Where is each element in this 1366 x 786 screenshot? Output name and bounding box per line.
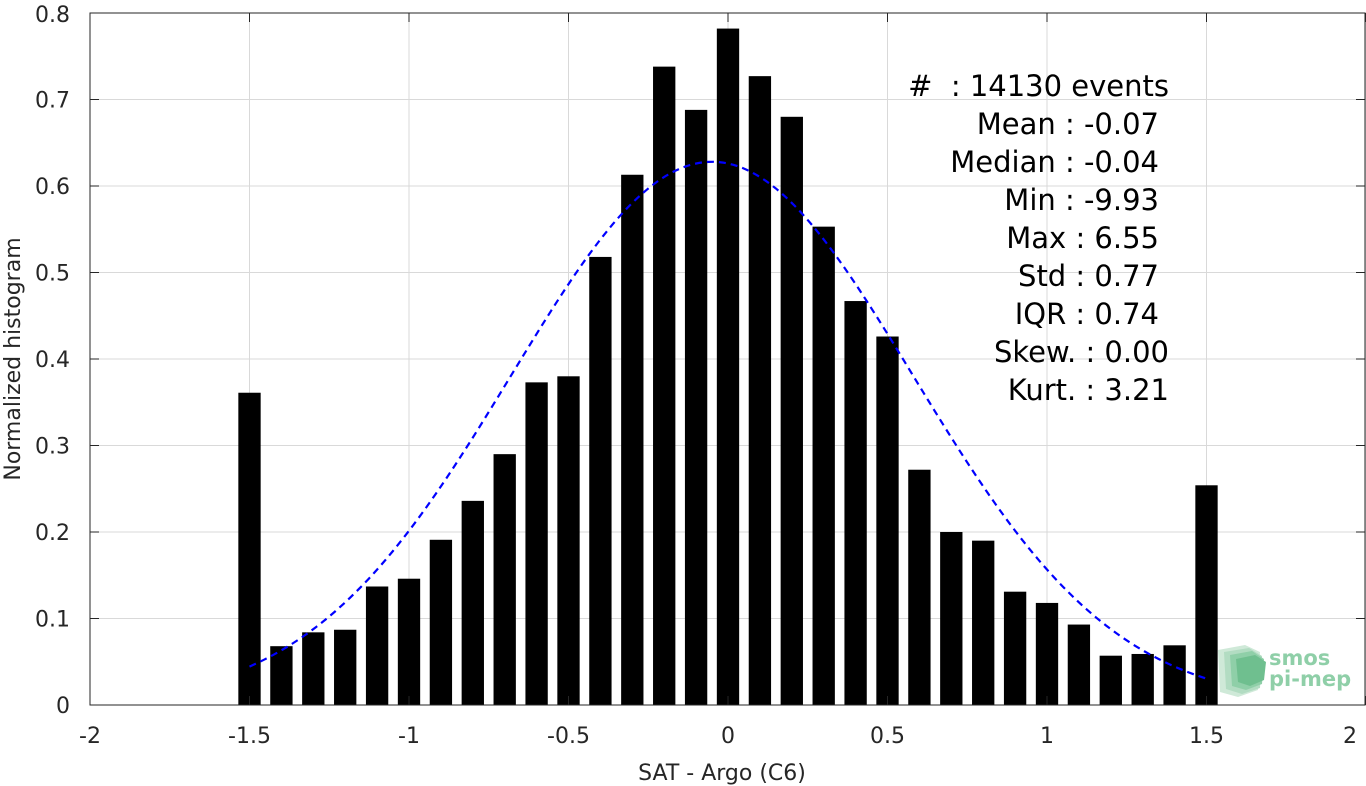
x-tick-label: 0 — [721, 724, 735, 749]
stats-line: IQR : 0.74 — [1015, 297, 1159, 331]
stats-line: Mean : -0.07 — [977, 107, 1159, 141]
histogram-bar — [908, 469, 931, 705]
logo-mark-icon — [1218, 645, 1266, 697]
bars-layer — [238, 28, 1218, 706]
stats-line: Kurt. : 3.21 — [1008, 373, 1169, 407]
histogram-bar — [748, 76, 772, 705]
stats-line: # : 14130 events — [908, 69, 1169, 103]
stats-line: Median : -0.04 — [950, 145, 1159, 179]
stats-line: Std : 0.77 — [1018, 259, 1159, 293]
stats-line: Skew. : 0.00 — [994, 335, 1169, 369]
x-tick-label: -0.5 — [547, 724, 590, 749]
histogram-bar — [365, 586, 389, 705]
axes-layer — [89, 12, 1366, 706]
histogram-bar — [1099, 655, 1122, 705]
y-axis-title: Normalized histogram — [1, 237, 26, 480]
stats-box: # : 14130 events Mean : -0.07 Median : -0.… — [908, 69, 1169, 407]
y-tick-label: 0.8 — [35, 3, 70, 28]
histogram-bar — [1131, 653, 1154, 705]
x-tick-label: -1.5 — [228, 724, 271, 749]
x-axis-title: SAT - Argo (C6) — [638, 761, 806, 786]
histogram-bar — [1003, 591, 1027, 705]
histogram-bar — [1163, 645, 1186, 705]
histogram-bar — [653, 66, 676, 705]
y-tick-label: 0.1 — [35, 608, 70, 633]
tick-labels: -2 -1.5 -1 -0.5 0 0.5 1 1.5 2 0 0.1 0.2 0.3 0.4 0.5 0.6… — [35, 3, 1357, 749]
y-tick-label: 0.7 — [35, 89, 70, 114]
logo-line1: smos — [1269, 646, 1330, 670]
x-tick-label: 2 — [1343, 724, 1357, 749]
histogram-bar — [238, 392, 261, 705]
histogram-bar — [461, 500, 484, 705]
x-tick-label: 0.5 — [870, 724, 905, 749]
stats-line: Min : -9.93 — [1004, 183, 1159, 217]
y-tick-label: 0.3 — [35, 435, 70, 460]
histogram-bar — [716, 28, 740, 705]
y-tick-label: 0.4 — [35, 348, 70, 373]
x-tick-label: 1.5 — [1189, 724, 1224, 749]
stats-line: Max : 6.55 — [1006, 221, 1159, 255]
y-tick-label: 0.5 — [35, 262, 70, 287]
histogram-bar — [397, 578, 421, 705]
logo-line2: pi-mep — [1269, 667, 1351, 691]
histogram-bar — [621, 174, 644, 705]
histogram-bar — [972, 540, 995, 705]
y-tick-label: 0.6 — [35, 175, 70, 200]
histogram-bar — [334, 629, 357, 705]
normal-fit-curve — [249, 160, 1207, 680]
histogram-bar — [270, 646, 293, 705]
x-tick-label: -2 — [79, 724, 101, 749]
smos-pi-mep-logo: smos pi-mep — [1218, 645, 1351, 697]
y-tick-label: 0 — [56, 694, 70, 719]
histogram-bar — [1067, 624, 1091, 705]
histogram-bar — [876, 336, 899, 705]
histogram-bar — [940, 532, 963, 705]
histogram-bar — [1195, 485, 1218, 705]
histogram-bar — [302, 632, 325, 705]
histogram-bar — [557, 376, 580, 705]
histogram-bar — [812, 226, 835, 705]
x-tick-label: -1 — [398, 724, 420, 749]
histogram-bar — [525, 382, 548, 705]
histogram-bar — [684, 109, 708, 705]
histogram-bar — [844, 301, 867, 705]
histogram-bar — [589, 256, 612, 705]
histogram-bar — [1035, 602, 1059, 705]
histogram-bar — [493, 454, 516, 705]
x-tick-label: 1 — [1040, 724, 1054, 749]
y-tick-label: 0.2 — [35, 521, 70, 546]
histogram-bar — [780, 116, 803, 706]
histogram-bar — [429, 539, 453, 705]
